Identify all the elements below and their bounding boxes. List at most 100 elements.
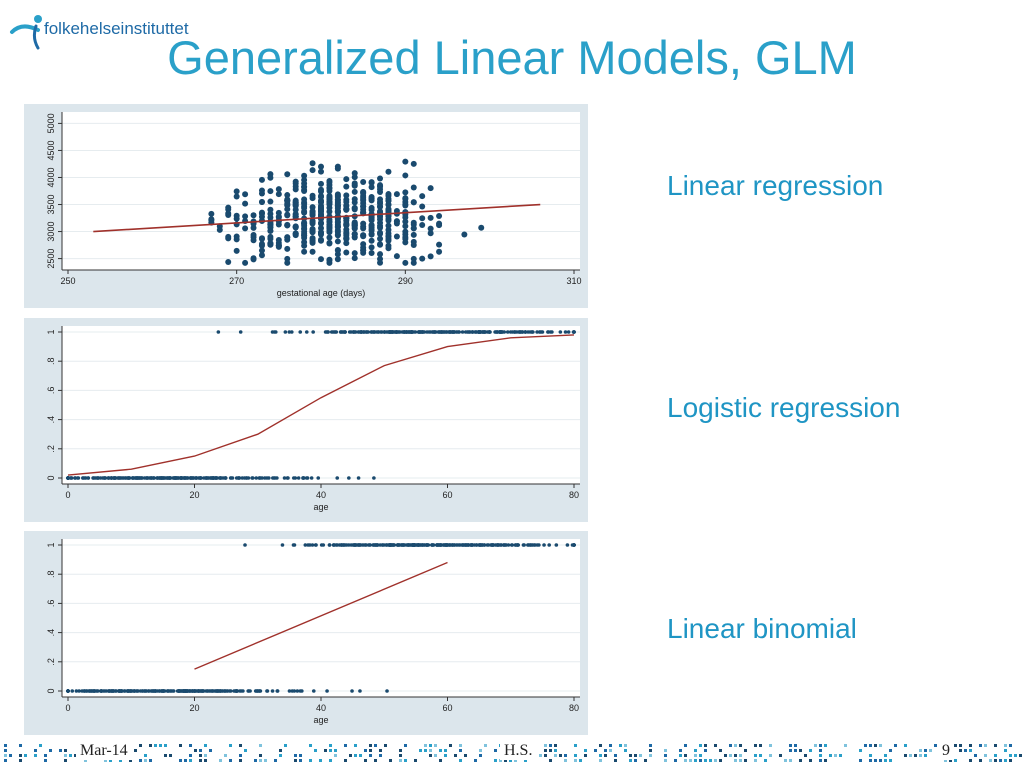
x-axis-label: gestational age (days) xyxy=(277,288,366,298)
data-point xyxy=(334,224,341,231)
footer-dot xyxy=(259,759,262,762)
data-point xyxy=(171,689,176,693)
data-point xyxy=(351,255,358,262)
footer-dot xyxy=(599,744,602,747)
data-point xyxy=(168,476,172,480)
x-tick-label: 20 xyxy=(189,490,199,500)
data-point xyxy=(334,203,341,210)
data-point xyxy=(368,184,375,191)
footer-dot xyxy=(979,744,982,747)
footer-dot xyxy=(649,754,652,757)
footer-dot xyxy=(984,744,987,747)
data-point xyxy=(176,689,181,693)
footer-dot xyxy=(384,744,387,747)
footer-dot xyxy=(154,744,157,747)
data-point xyxy=(548,330,553,334)
footer-dot xyxy=(629,759,632,762)
footer-page-number: 9 xyxy=(938,742,954,760)
data-point xyxy=(216,330,221,334)
data-point xyxy=(292,689,297,693)
x-tick-label: 290 xyxy=(398,276,413,286)
footer-dot xyxy=(494,749,497,752)
data-point xyxy=(402,235,409,242)
data-point xyxy=(393,191,400,198)
data-point xyxy=(199,689,203,693)
footer-dot xyxy=(4,749,7,752)
footer-dot xyxy=(554,749,557,752)
data-point xyxy=(127,476,131,480)
data-point xyxy=(360,247,367,254)
data-point xyxy=(351,196,358,203)
footer-dot xyxy=(789,749,792,752)
data-point xyxy=(258,235,265,242)
footer-dot xyxy=(979,759,982,762)
footer-dot xyxy=(664,759,667,762)
data-point xyxy=(210,689,215,693)
x-tick-label: 80 xyxy=(569,490,579,500)
footer-dot xyxy=(674,759,677,762)
data-point xyxy=(350,689,354,693)
data-point xyxy=(400,330,405,334)
footer-dot xyxy=(279,749,282,752)
data-point xyxy=(87,689,92,693)
footer-dot xyxy=(444,754,447,757)
data-point xyxy=(193,476,198,480)
data-point xyxy=(291,543,296,547)
footer-dot xyxy=(164,744,167,747)
data-point xyxy=(343,240,350,247)
data-point xyxy=(309,167,316,174)
data-point xyxy=(326,188,333,195)
data-point xyxy=(410,160,417,167)
data-point xyxy=(368,227,375,234)
data-point xyxy=(280,543,285,547)
footer-dot xyxy=(424,744,427,747)
data-point xyxy=(257,476,262,480)
footer-dot xyxy=(364,749,367,752)
footer-dot xyxy=(954,744,957,747)
footer-dot xyxy=(329,744,332,747)
footer-dot xyxy=(119,759,122,762)
x-tick-label: 40 xyxy=(316,703,326,713)
data-point xyxy=(119,689,123,693)
data-point xyxy=(410,242,417,249)
footer-dot xyxy=(369,749,372,752)
data-point xyxy=(308,543,312,547)
data-point xyxy=(287,330,292,334)
data-point xyxy=(401,543,406,547)
data-point xyxy=(436,543,441,547)
footer-dot xyxy=(584,754,587,757)
footer-dot xyxy=(479,749,482,752)
data-point xyxy=(318,192,324,199)
data-point xyxy=(385,168,392,175)
data-point xyxy=(419,215,426,222)
footer-dot xyxy=(144,754,147,757)
data-point xyxy=(181,476,186,480)
data-point xyxy=(385,222,392,229)
data-point xyxy=(375,543,380,547)
footer-dot xyxy=(474,759,477,762)
footer-dot xyxy=(59,749,62,752)
data-point xyxy=(242,200,249,207)
data-point xyxy=(505,330,510,334)
data-point xyxy=(362,543,366,547)
data-point xyxy=(215,476,219,480)
data-point xyxy=(372,476,376,480)
data-point xyxy=(145,476,150,480)
footer-dot xyxy=(719,759,722,762)
data-point xyxy=(99,689,104,693)
footer-dot xyxy=(359,754,362,757)
plot-area xyxy=(62,326,580,484)
fhi-logo[interactable] xyxy=(8,10,208,50)
data-point xyxy=(571,330,576,334)
data-point xyxy=(417,543,421,547)
footer-dot xyxy=(769,744,772,747)
data-point xyxy=(402,228,409,235)
data-point xyxy=(402,199,409,206)
footer-dot xyxy=(944,759,947,762)
data-point xyxy=(385,201,392,208)
data-point xyxy=(122,689,127,693)
data-point xyxy=(334,165,341,172)
footer-dot xyxy=(704,749,707,752)
data-point xyxy=(131,476,135,480)
data-point xyxy=(318,237,324,244)
